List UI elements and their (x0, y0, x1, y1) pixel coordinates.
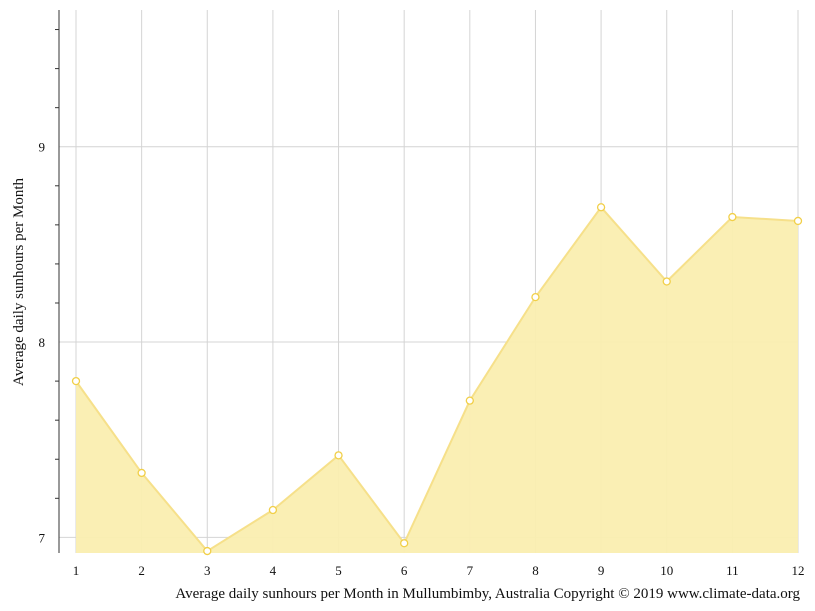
x-tick-label: 11 (726, 563, 739, 578)
x-tick-label: 8 (532, 563, 539, 578)
y-tick-label: 9 (39, 140, 46, 155)
x-tick-label: 6 (401, 563, 408, 578)
x-tick-label: 3 (204, 563, 211, 578)
x-tick-label: 4 (270, 563, 277, 578)
x-tick-label: 12 (792, 563, 805, 578)
data-point-marker (465, 396, 474, 405)
x-tick-label: 9 (598, 563, 605, 578)
y-tick-label: 7 (39, 530, 46, 545)
data-point-marker (728, 212, 737, 222)
data-point-marker (531, 292, 540, 302)
y-axis (55, 10, 60, 553)
x-tick-label: 2 (138, 563, 145, 578)
data-point-marker (268, 505, 278, 515)
data-point-marker (203, 546, 212, 556)
area-fill (76, 207, 798, 553)
x-tick-label: 10 (660, 563, 673, 578)
chart-caption: Average daily sunhours per Month in Mull… (175, 586, 800, 602)
y-tick-label: 8 (39, 335, 46, 350)
area-line (75, 205, 799, 553)
data-point-marker (334, 451, 343, 460)
data-point-marker (71, 376, 81, 386)
x-tick-label: 5 (335, 563, 342, 578)
data-point-marker (596, 203, 606, 212)
x-tick-labels: 1 2 3 4 5 6 7 8 9 10 11 12 (73, 563, 805, 578)
y-tick-labels: 7 8 9 (39, 140, 46, 546)
data-point-marker (793, 216, 803, 226)
y-axis-label: Average daily sunhours per Month (11, 178, 27, 387)
data-point-marker (137, 468, 146, 478)
data-point-marker (400, 539, 409, 548)
x-tick-label: 7 (467, 563, 474, 578)
x-tick-label: 1 (73, 563, 80, 578)
data-markers (71, 203, 803, 556)
data-point-marker (662, 277, 671, 286)
